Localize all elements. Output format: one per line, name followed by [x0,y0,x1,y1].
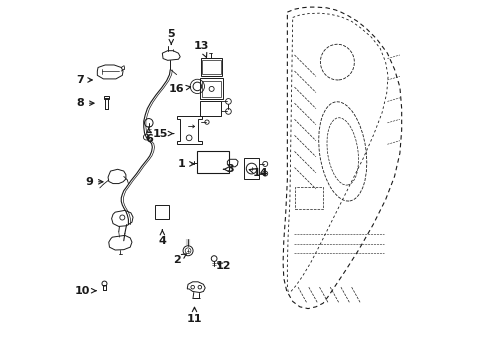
Bar [200,78,223,99]
Bar [201,81,221,97]
Text: 14: 14 [249,168,268,178]
Bar [104,96,108,99]
Text: 13: 13 [194,41,209,57]
Text: 12: 12 [215,261,230,271]
Text: 3: 3 [223,164,234,174]
Text: 10: 10 [74,286,96,296]
Bar [202,60,221,74]
Text: 7: 7 [76,75,92,85]
Text: 1: 1 [178,159,194,169]
Bar [200,101,221,116]
Bar [294,187,323,208]
Text: 9: 9 [85,177,103,187]
Text: 11: 11 [186,307,202,324]
Bar [155,205,168,219]
Text: 4: 4 [158,230,166,246]
Bar [201,58,222,76]
Bar [244,158,258,179]
Text: 16: 16 [168,84,190,94]
Text: 8: 8 [76,98,94,108]
Text: 6: 6 [144,128,152,144]
Text: 5: 5 [167,28,175,44]
Text: 2: 2 [172,254,186,265]
Text: 15: 15 [153,129,173,139]
Bar [197,152,228,173]
